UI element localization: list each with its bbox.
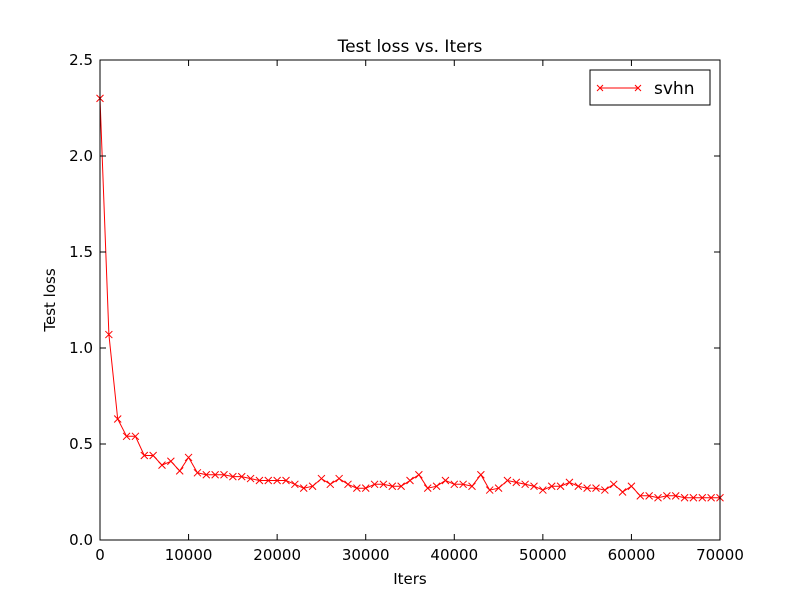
data-point-marker [645,491,653,500]
data-point-marker [689,493,698,502]
data-point-marker [680,493,689,502]
data-point-marker [353,484,361,493]
data-point-marker [556,482,565,491]
series-layer [96,94,724,502]
data-point-marker [264,476,273,485]
x-tick-label: 70000 [696,546,744,564]
data-point-marker [220,470,228,479]
x-axis-label: Iters [393,570,427,588]
data-point-marker [618,488,627,496]
data-point-marker [494,484,503,493]
data-point-marker [468,482,476,491]
data-point-marker [344,480,352,489]
y-tick-label: 0.5 [69,435,93,453]
data-point-marker [246,474,255,483]
chart-title: Test loss vs. Iters [337,37,483,57]
plot-area-frame [99,59,721,541]
data-point-marker [299,484,308,493]
data-point-marker [388,482,397,491]
data-point-marker [423,484,432,493]
data-point-marker [184,453,193,462]
y-tick-label: 2.0 [69,147,93,165]
axis-ticks: 0 10000 20000 30000 40000 50000 60000 70000 0.0 0… [69,51,744,564]
data-point-marker [574,482,583,491]
data-point-marker [140,451,149,460]
data-point-marker [547,482,556,491]
data-point-marker [167,457,175,466]
data-point-marker [282,476,290,485]
data-point-marker [202,470,211,479]
data-point-marker [671,491,680,500]
data-point-marker [707,493,715,502]
series-line-svhn [99,98,720,499]
x-tick-label: 20000 [253,546,301,564]
data-point-marker [335,474,343,483]
x-tick-label: 30000 [342,546,390,564]
data-point-marker [113,415,122,423]
data-point-marker [485,486,494,494]
x-tick-label: 0 [95,546,105,564]
data-point-marker [370,480,379,489]
data-point-marker [291,480,299,489]
data-point-marker [237,472,246,481]
data-point-marker [308,482,317,491]
data-point-marker [397,482,405,491]
data-point-marker [432,482,441,491]
y-axis-label: Test loss [41,268,59,332]
data-point-marker [627,482,636,491]
data-point-marker [273,476,281,485]
data-point-marker [175,467,184,475]
data-point-marker [654,493,662,502]
data-point-marker [379,480,388,489]
data-point-marker [698,493,707,502]
data-point-marker [317,474,326,483]
data-point-marker [149,451,157,460]
data-point-marker [441,476,450,485]
data-point-marker [255,476,264,485]
data-point-marker [361,484,370,493]
data-point-marker [326,480,335,489]
legend-marker-x-icon [596,84,642,92]
y-tick-label: 0.0 [69,531,93,549]
data-point-marker [122,432,131,441]
data-point-marker [211,470,219,479]
data-point-marker [158,461,166,469]
data-point-marker [583,484,591,493]
y-tick-label: 1.0 [69,339,93,357]
data-point-marker [521,480,529,489]
data-point-marker [105,330,113,339]
y-tick-label: 2.5 [69,51,93,69]
data-point-marker [565,478,574,487]
x-tick-label: 60000 [608,546,656,564]
data-point-marker [530,482,538,491]
data-point-marker [477,470,485,479]
legend: svhn [589,69,711,106]
x-tick-label: 50000 [519,546,567,564]
data-point-marker [636,491,645,500]
data-point-marker [229,472,237,481]
data-point-marker [406,476,414,485]
data-point-marker [503,476,512,485]
data-point-marker [539,486,547,494]
legend-label-svhn: svhn [654,79,694,99]
data-point-marker [131,432,140,441]
data-point-marker [601,486,609,494]
y-tick-label: 1.5 [69,243,93,261]
data-point-marker [193,468,202,477]
x-tick-label: 40000 [430,546,478,564]
data-point-marker [609,480,618,489]
data-point-marker [592,484,600,493]
x-tick-label: 10000 [165,546,213,564]
data-point-marker [415,470,423,479]
data-point-marker [663,491,671,500]
data-point-marker [450,480,459,489]
data-point-marker [459,480,467,489]
data-point-marker [512,478,521,487]
